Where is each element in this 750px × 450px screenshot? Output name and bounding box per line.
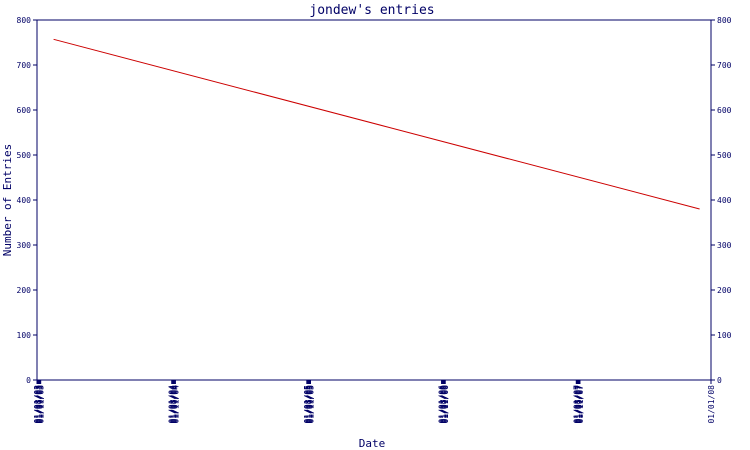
x-tick-label: 01/03/04 [168, 385, 177, 424]
x-tick-label: 01/03/03 [34, 385, 43, 424]
x-tick-label: 01/01/03 [33, 385, 42, 424]
x-tick-label: 01/05/03 [34, 385, 43, 424]
x-tick-label: 01/05/04 [169, 385, 178, 424]
y-tick-label-right: 200 [717, 286, 732, 295]
x-tick-label: 01/09/07 [575, 385, 584, 424]
x-tick-label: 01/09/05 [306, 385, 315, 424]
y-tick-label-right: 0 [717, 376, 722, 385]
y-tick-label-right: 300 [717, 241, 732, 250]
x-tick-label: 01/05/07 [574, 385, 583, 424]
plot-frame [36, 19, 712, 381]
x-tick-label: 01/07/07 [574, 385, 583, 424]
y-tick-label-right: 800 [717, 16, 732, 25]
x-tick-label: 01/11/06 [441, 385, 450, 424]
x-tick-label: 01/09/03 [36, 385, 45, 424]
x-tick-label: 01/11/05 [307, 385, 316, 424]
series-layer [53, 38, 700, 210]
x-tick-label: 01/07/05 [305, 385, 314, 424]
x-tick-label: 01/01/06 [438, 385, 447, 424]
y-tick-label-right: 700 [717, 61, 732, 70]
x-tick-label: 01/11/03 [37, 385, 46, 424]
x-tick-label: 01/05/05 [304, 385, 313, 424]
y-tick-label-left: 100 [17, 331, 32, 340]
x-tick-label: 01/09/06 [441, 385, 450, 424]
x-tick-label: 01/11/07 [576, 385, 585, 424]
x-tick-label: 01/03/07 [573, 385, 582, 424]
y-tick-label-right: 500 [717, 151, 732, 160]
y-tick-label-left: 800 [17, 16, 32, 25]
y-tick-label-left: 300 [17, 241, 32, 250]
y-axis-right: 0 100 200 300 400 500 600 700 800 [711, 16, 732, 385]
y-tick-label-right: 400 [717, 196, 732, 205]
x-axis-label: Date [359, 437, 386, 450]
x-tick-label: 01/03/05 [304, 385, 313, 424]
y-tick-label-left: 500 [17, 151, 32, 160]
y-axis-label: Number of Entries [1, 144, 14, 257]
y-tick-label-left: 200 [17, 286, 32, 295]
y-tick-label-right: 100 [717, 331, 732, 340]
x-tick-label: 01/01/05 [303, 385, 312, 424]
y-tick-label-left: 600 [17, 106, 32, 115]
y-tick-label-left: 0 [26, 376, 31, 385]
x-tick-label: 01/03/06 [438, 385, 447, 424]
x-axis: 01/01/0301/03/0301/05/0301/07/0301/09/03… [33, 380, 716, 424]
x-tick-label: 01/09/04 [171, 385, 180, 424]
x-tick-label: 01/05/06 [439, 385, 448, 424]
y-tick-label-left: 400 [17, 196, 32, 205]
x-tick-label: 01/01/04 [168, 385, 177, 424]
x-tick-label: 01/11/04 [171, 385, 180, 424]
series-line-0 [53, 38, 700, 210]
x-tick-label: 01/07/03 [35, 385, 44, 424]
x-tick-label: 01/01/07 [572, 385, 581, 424]
y-tick-label-right: 600 [717, 106, 732, 115]
y-tick-label-left: 700 [17, 61, 32, 70]
x-tick-label: 01/07/06 [440, 385, 449, 424]
x-tick-label: 01/07/04 [170, 385, 179, 424]
y-axis-left: 0 100 200 300 400 500 600 700 800 [17, 16, 37, 385]
chart-title: jondew's entries [309, 3, 434, 18]
x-tick-label: 01/01/08 [707, 385, 716, 424]
